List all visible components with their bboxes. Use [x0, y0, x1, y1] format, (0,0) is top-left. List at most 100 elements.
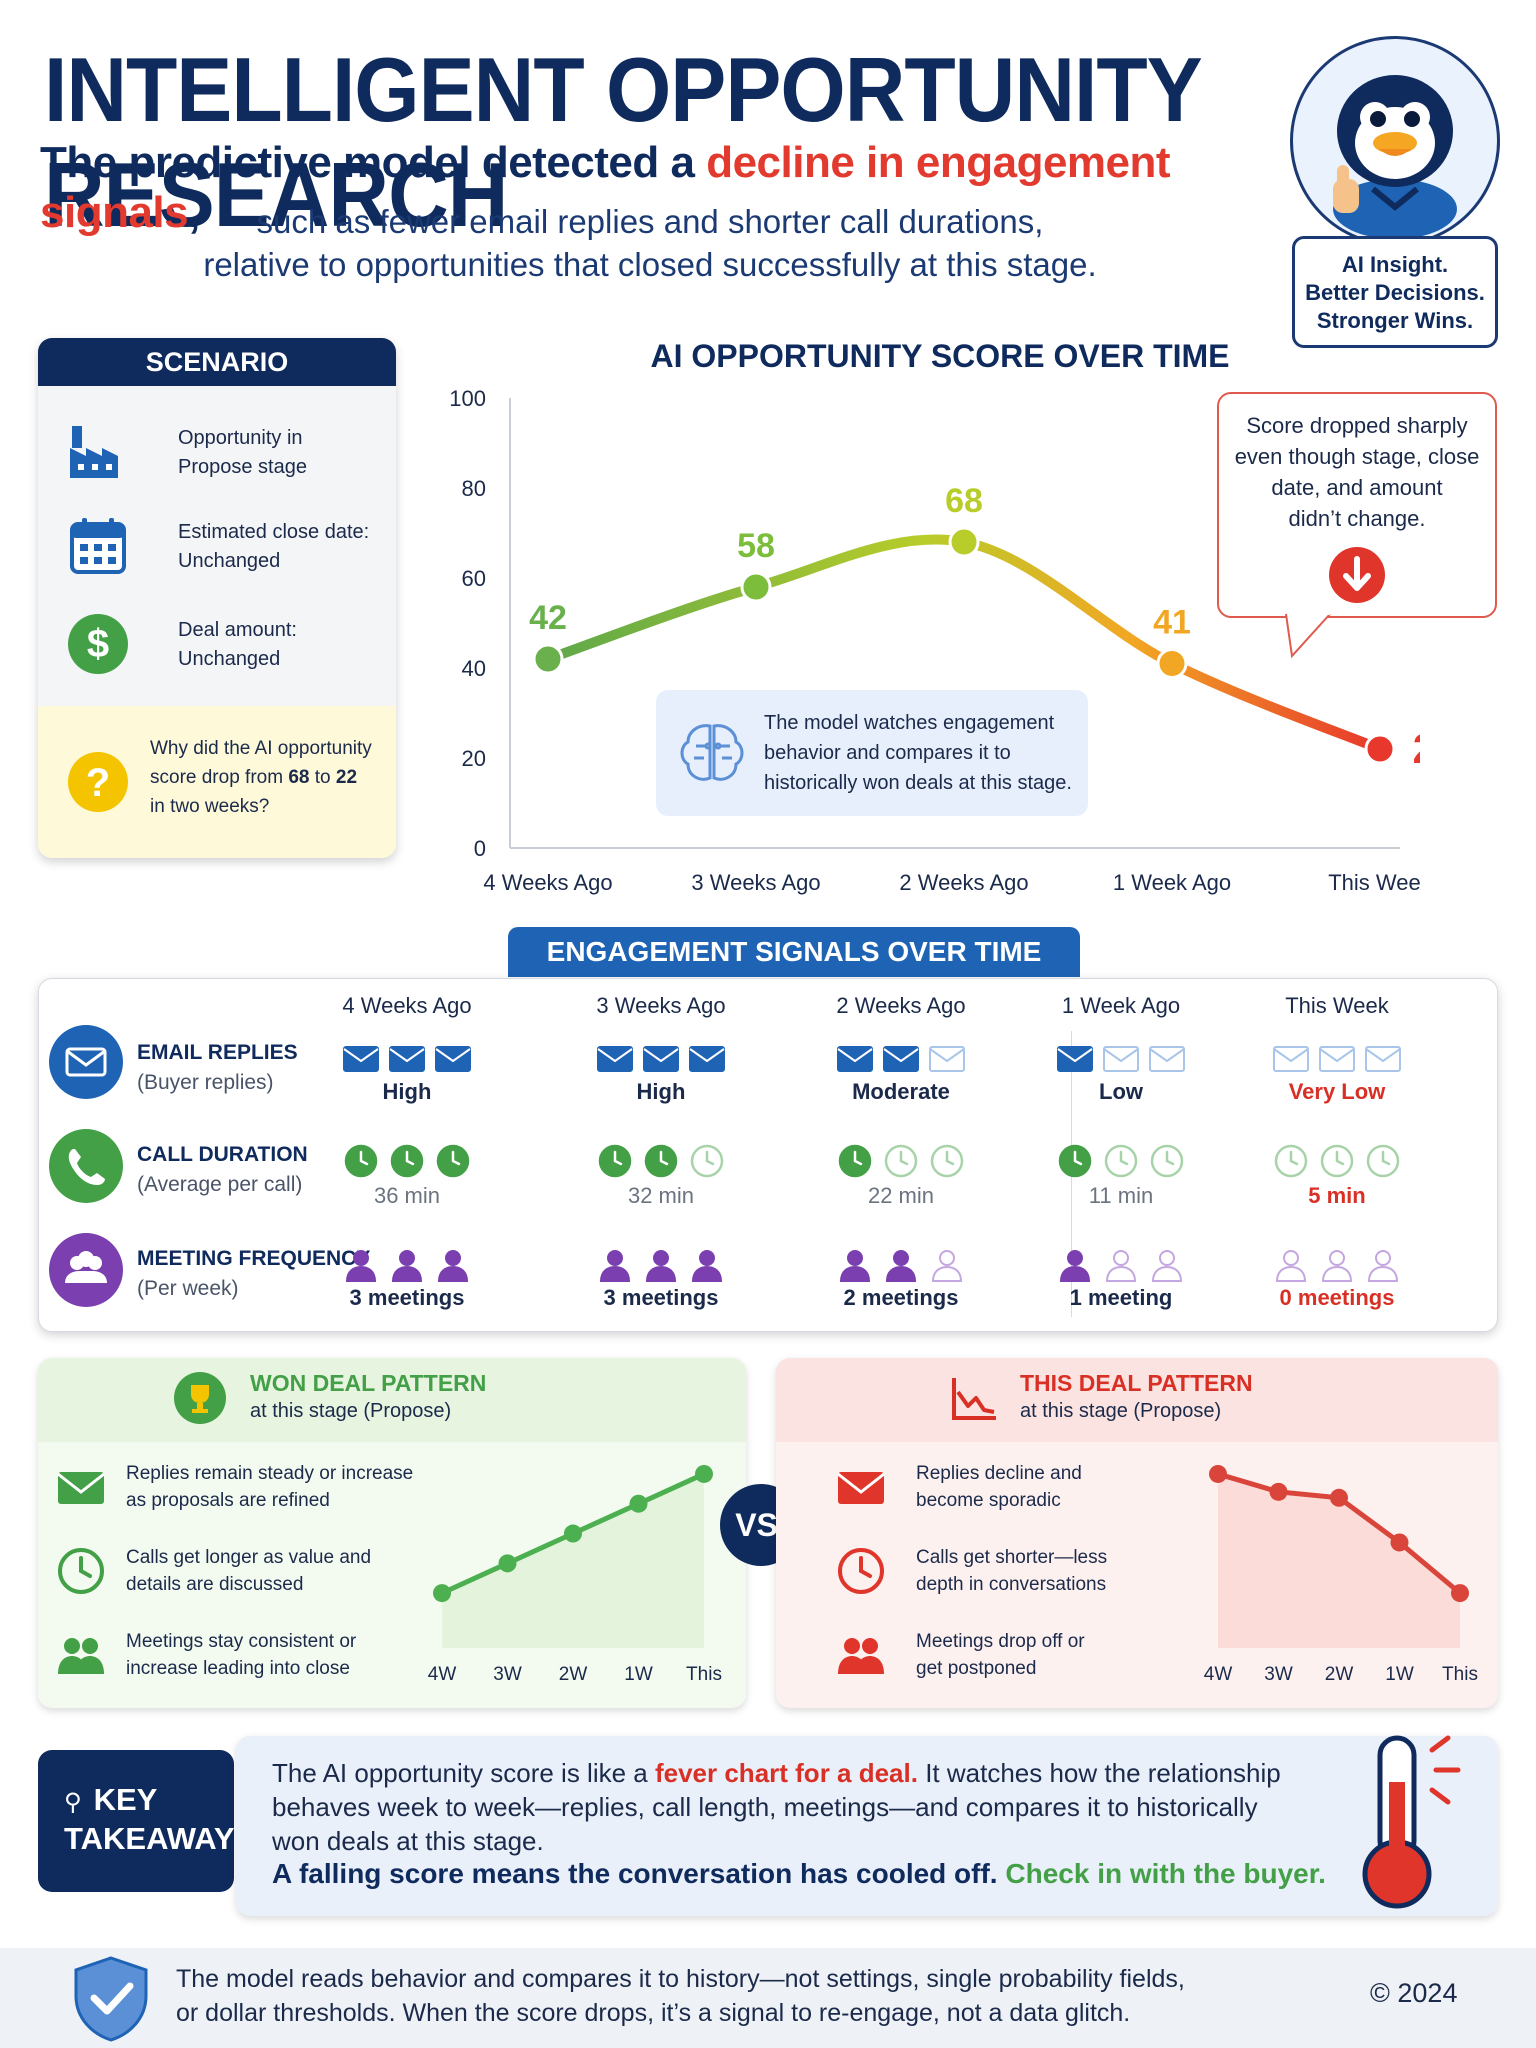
- clock-cell-value: 11 min: [1088, 1183, 1154, 1208]
- question-line-1: Why did the AI opportunity: [150, 738, 372, 759]
- engagement-table: 4 Weeks Ago 3 Weeks Ago 2 Weeks Ago 1 We…: [38, 978, 1498, 1332]
- email-cell-value: Very Low: [1288, 1079, 1386, 1104]
- takeaway-text-c: It watches how the relationship behaves …: [272, 1758, 1281, 1856]
- person-icon: [1275, 1250, 1307, 1282]
- scenario-item-amount: $ Deal amount: Unchanged: [66, 612, 386, 692]
- thermometer-icon: [1336, 1726, 1486, 1916]
- person-icon: [599, 1250, 631, 1282]
- email-cell-value: High: [636, 1079, 686, 1104]
- this-item-meetings-line2: get postponed: [916, 1658, 1037, 1679]
- y-tick-label: 40: [462, 656, 486, 681]
- mini-x-label: 4W: [428, 1664, 457, 1685]
- clock-icon: [930, 1144, 964, 1178]
- scenario-close-line2: Unchanged: [178, 550, 281, 572]
- person-cell-value: 3 meetings: [603, 1285, 719, 1310]
- clock-icon: [436, 1144, 470, 1178]
- subtitle-description: such as fewer email replies and shorter …: [60, 200, 1240, 286]
- email-icon-group: [1021, 1041, 1221, 1077]
- won-mini-chart: 4W 3W 2W 1W This: [428, 1464, 722, 1685]
- callout-line-2: even though stage, close: [1234, 444, 1480, 469]
- clock-cell-value: 32 min: [627, 1183, 695, 1208]
- won-subtitle: at this stage (Propose): [250, 1400, 452, 1422]
- key-icon: ⚲: [64, 1789, 82, 1816]
- this-item-email-line1: Replies decline and: [916, 1463, 1082, 1484]
- y-tick-label: 80: [462, 476, 486, 501]
- this-item-email: Replies decline and become sporadic: [916, 1460, 1236, 1514]
- email-icon: [883, 1046, 919, 1072]
- note-line-1: The model watches engagement: [764, 712, 1055, 734]
- x-tick-label: This Week: [1328, 870, 1420, 895]
- this-item-calls-line2: depth in conversations: [916, 1574, 1107, 1595]
- won-item-email-line1: Replies remain steady or increase: [126, 1463, 414, 1484]
- email-icon: [49, 1025, 123, 1099]
- penguin-mascot-icon: [1290, 36, 1500, 246]
- callout-line-3: date, and amount: [1271, 475, 1443, 500]
- email-cell-value: High: [382, 1079, 432, 1104]
- email-icon: [389, 1046, 425, 1072]
- mini-chart-point: [629, 1494, 648, 1513]
- people-icon: [56, 1630, 106, 1680]
- person-icon-group: [1021, 1247, 1221, 1283]
- email-row-sub: (Buyer replies): [137, 1071, 274, 1094]
- email-icon: [56, 1462, 106, 1512]
- scenario-stage-line1: Opportunity in: [178, 427, 303, 449]
- ai-insight-badge: AI Insight. Better Decisions. Stronger W…: [1292, 236, 1498, 348]
- col-head-2w: 2 Weeks Ago: [836, 993, 966, 1018]
- mini-chart-point: [695, 1464, 713, 1483]
- subline-2: relative to opportunities that closed su…: [203, 246, 1097, 283]
- question-text-a: score drop from: [150, 767, 289, 788]
- email-icon-group: [307, 1041, 507, 1077]
- email-cell-value: Moderate: [852, 1079, 950, 1104]
- people-icon: [836, 1630, 886, 1680]
- mini-chart-area: [442, 1473, 704, 1648]
- this-item-meetings-line1: Meetings drop off or: [916, 1631, 1085, 1652]
- shield-check-icon: [70, 1954, 152, 2044]
- email-row-label: EMAIL REPLIES: [137, 1041, 298, 1064]
- score-data-label: 68: [945, 482, 983, 520]
- mini-chart-point: [498, 1554, 517, 1573]
- this-item-email-line2: become sporadic: [916, 1490, 1061, 1511]
- mini-chart-point: [433, 1584, 451, 1603]
- y-tick-label: 100: [449, 386, 486, 411]
- phone-icon: [49, 1129, 123, 1203]
- this-mini-chart: 4W 3W 2W 1W This: [1204, 1464, 1478, 1685]
- takeaway-highlight: fever chart for a deal.: [654, 1758, 918, 1788]
- person-icon: [1105, 1250, 1137, 1282]
- won-header: [38, 1358, 746, 1442]
- email-icon: [435, 1046, 471, 1072]
- engagement-title: ENGAGEMENT SIGNALS OVER TIME: [508, 927, 1080, 977]
- score-point: [740, 571, 772, 603]
- email-icon-group: [1237, 1041, 1437, 1077]
- clock-icon-group: [1237, 1143, 1437, 1179]
- x-tick-label: 3 Weeks Ago: [691, 870, 820, 895]
- takeaway-text-a: The AI opportunity score is like a: [272, 1758, 655, 1788]
- person-icon-group: [801, 1247, 1001, 1283]
- clock-cell-value: 5 min: [1308, 1183, 1366, 1208]
- scenario-panel: SCENARIO Opportunity in Propose stage: [38, 338, 396, 858]
- badge-line-2: Better Decisions.: [1305, 280, 1485, 305]
- clock-icon: [1104, 1144, 1138, 1178]
- subtitle-text-b: ,: [188, 188, 200, 237]
- won-title: WON DEAL PATTERN: [250, 1370, 487, 1396]
- y-axis: 0 20 40 60 80 100: [449, 386, 511, 861]
- person-cell-value: 2 meetings: [843, 1285, 959, 1310]
- clock-icon: [884, 1144, 918, 1178]
- scenario-item-text: Estimated close date: Unchanged: [178, 518, 396, 576]
- clock-icon-group: [801, 1143, 1001, 1179]
- mini-x-label: This: [686, 1664, 722, 1685]
- footer-line-2: or dollar thresholds. When the score dro…: [176, 1999, 1131, 2027]
- scenario-title: SCENARIO: [38, 338, 396, 386]
- clock-icon: [690, 1144, 724, 1178]
- clock-icon: [838, 1144, 872, 1178]
- email-icon: [1103, 1046, 1139, 1072]
- takeaway-conclusion: A falling score means the conversation h…: [272, 1858, 1332, 1890]
- mini-x-label: 4W: [1204, 1664, 1233, 1685]
- clock-icon: [1150, 1144, 1184, 1178]
- won-item-meetings: Meetings stay consistent or increase lead…: [126, 1628, 446, 1682]
- clock-icon-group: [561, 1143, 761, 1179]
- scenario-item-text: Deal amount: Unchanged: [178, 616, 396, 674]
- clock-icon: [390, 1144, 424, 1178]
- email-icon: [836, 1462, 886, 1512]
- mini-chart-point: [1451, 1584, 1469, 1603]
- clock-icon: [836, 1546, 886, 1596]
